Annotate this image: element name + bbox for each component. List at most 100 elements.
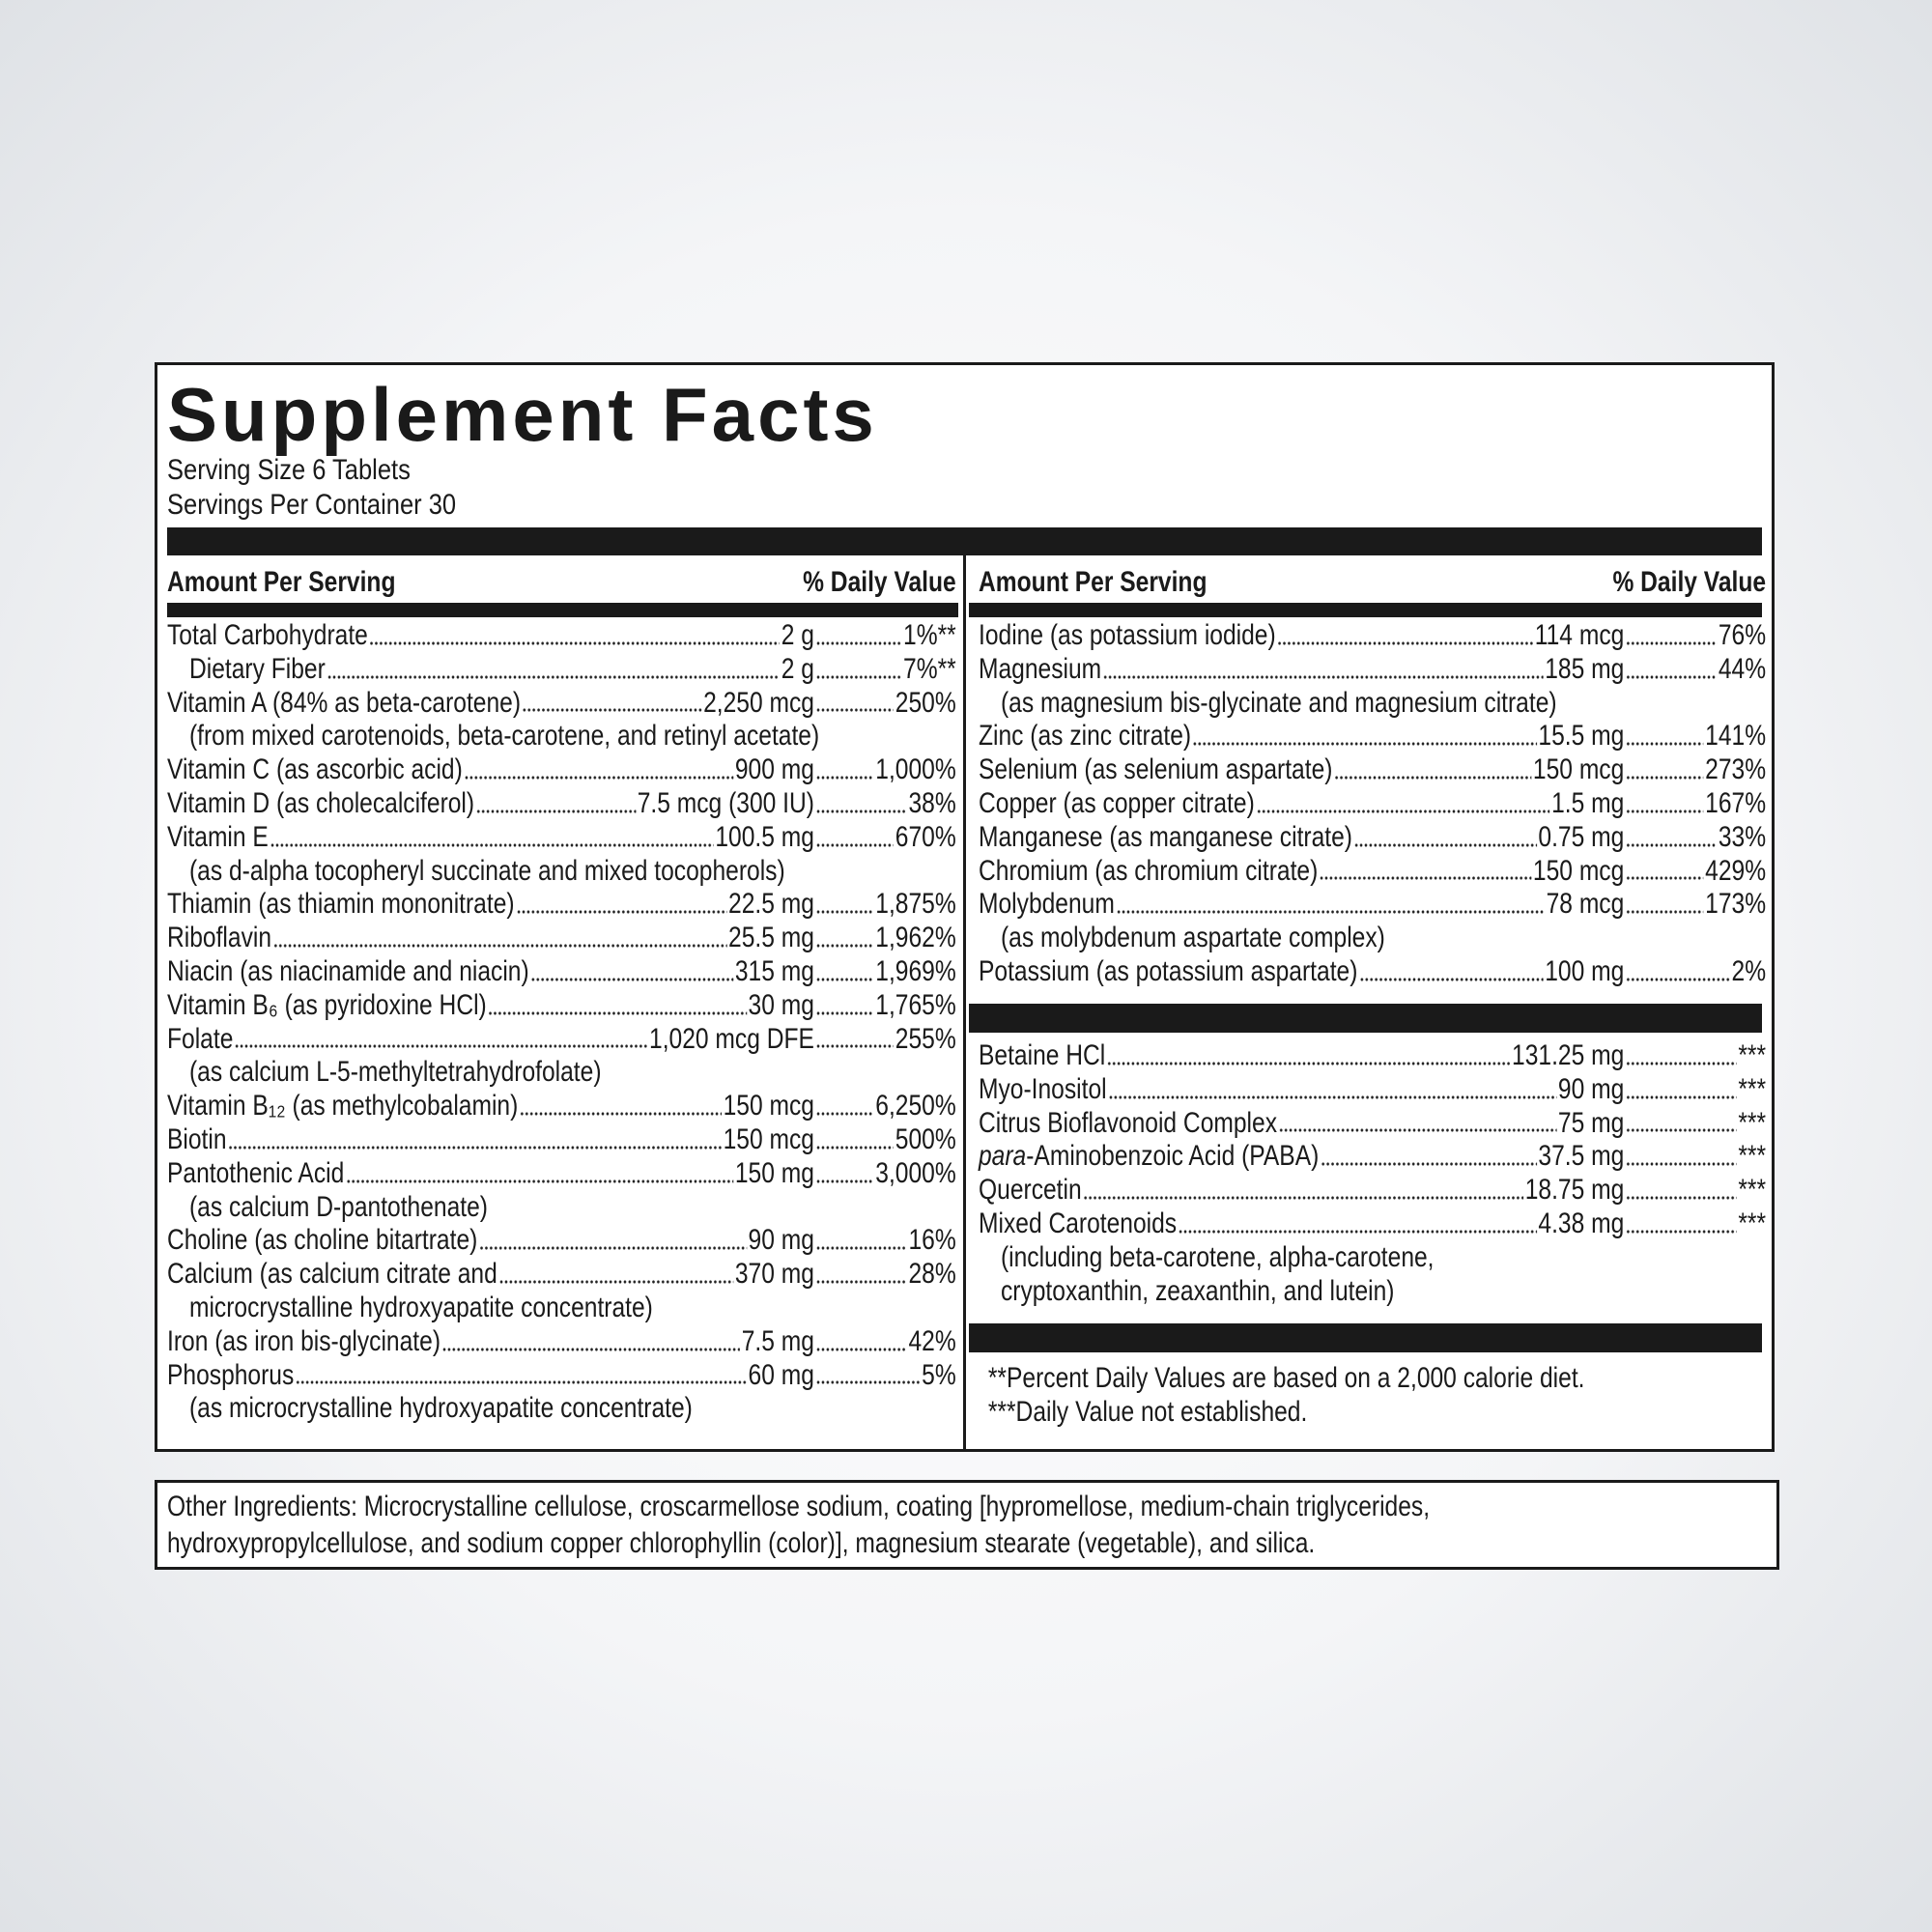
name-text: Molybdenum — [979, 888, 1115, 921]
rows: Total Carbohydrate 2 g 1%** Dietary Fiber 2 … — [167, 619, 956, 1426]
amount: 60 mg — [748, 1358, 814, 1391]
daily-value: 1,875% — [875, 888, 956, 921]
note: cryptoxanthin, zeaxanthin, and lutein) — [1000, 1274, 1395, 1307]
dot-leader — [1108, 1072, 1557, 1107]
dot-leader — [1625, 1174, 1737, 1208]
dot-leader — [441, 1324, 741, 1359]
amount: 78 mcg — [1546, 888, 1625, 921]
nutrient-row: Biotin 150 mcg 500% — [167, 1122, 956, 1157]
amount: 2 g — [781, 619, 814, 651]
nutrient-row: Dietary Fiber 2 g 7%** — [167, 652, 956, 687]
amount: 2 g — [781, 652, 814, 685]
daily-value-cell: 273% — [1624, 753, 1766, 787]
name-italic: para — [979, 1140, 1027, 1173]
amount: 4.38 mg — [1538, 1207, 1625, 1239]
amount: 90 mg — [748, 1224, 814, 1257]
daily-value: 167% — [1705, 786, 1767, 819]
daily-value-cell: 6,250% — [814, 1090, 956, 1123]
nutrient-name: Iodine (as potassium iodide) — [979, 619, 1276, 653]
nutrient-name: Pantothenic Acid — [167, 1157, 344, 1191]
nutrient-name: Copper (as copper citrate) — [979, 787, 1255, 821]
name-text: Quercetin — [979, 1174, 1082, 1207]
footnote: **Percent Daily Values are based on a 2,… — [987, 1362, 1585, 1394]
nutrient-row: Total Carbohydrate 2 g 1%** — [167, 619, 956, 653]
name-text: Copper (as copper citrate) — [979, 786, 1255, 819]
daily-value-cell: 429% — [1624, 854, 1766, 889]
right-column: Amount Per Serving % Daily Value Iodine (… — [979, 558, 1766, 1428]
dot-leader — [815, 652, 902, 687]
supplement-facts-panel: Supplement Facts Serving Size 6 Tablets … — [155, 362, 1775, 1452]
dot-leader — [498, 1258, 734, 1292]
dot-leader — [815, 686, 895, 721]
daily-value: 273% — [1705, 753, 1767, 786]
daily-value-cell: *** — [1624, 1072, 1766, 1107]
nutrient-name: para-Aminobenzoic Acid (PABA) — [979, 1140, 1319, 1174]
nutrient-row: Copper (as copper citrate) 1.5 mg 167% — [979, 786, 1767, 821]
nutrient-name: Phosphorus — [167, 1359, 294, 1393]
name-text: Thiamin (as thiamin mononitrate) — [167, 888, 515, 921]
name-text: Iodine (as potassium iodide) — [979, 619, 1276, 651]
dot-leader — [270, 820, 714, 855]
dot-leader — [488, 988, 747, 1023]
nutrient-name: Citrus Bioflavonoid Complex — [979, 1107, 1277, 1141]
name-text: Vitamin B₆ (as pyridoxine HCl) — [167, 988, 487, 1021]
nutrient-row: Choline (as choline bitartrate) 90 mg 16% — [167, 1224, 956, 1259]
amount: 131.25 mg — [1512, 1039, 1625, 1071]
daily-value: 38% — [908, 786, 956, 819]
daily-value: 5% — [922, 1358, 956, 1391]
dot-leader — [1256, 786, 1550, 821]
amount: 150 mcg — [723, 1122, 814, 1155]
footnotes: **Percent Daily Values are based on a 2,… — [988, 1362, 1766, 1430]
dot-leader — [327, 652, 781, 687]
column-divider — [963, 555, 966, 1449]
dot-leader — [1625, 1207, 1737, 1241]
nutrient-row: Vitamin A (84% as beta-carotene) 2,250 mc… — [167, 686, 956, 721]
nutrient-row: Zinc (as zinc citrate) 15.5 mg 141% — [979, 720, 1767, 754]
daily-value-cell: 44% — [1624, 652, 1766, 687]
daily-value: 255% — [895, 1022, 956, 1055]
name-text: Dietary Fiber — [188, 652, 326, 685]
daily-value: 141% — [1705, 720, 1767, 753]
name-text: Vitamin A (84% as beta-carotene) — [167, 686, 522, 719]
dot-leader — [1320, 1140, 1537, 1175]
dot-leader — [519, 1090, 722, 1123]
amount: 25.5 mg — [728, 922, 814, 954]
dot-leader — [516, 888, 727, 923]
note: (as molybdenum aspartate complex) — [1000, 922, 1385, 954]
dot-leader — [1334, 753, 1532, 787]
section-bar — [969, 1004, 1762, 1033]
dot-leader — [522, 686, 702, 721]
daily-value-cell: *** — [1624, 1207, 1767, 1241]
dot-leader — [815, 1224, 907, 1259]
nutrient-name: Potassium (as potassium aspartate) — [979, 955, 1357, 989]
nutrient-row: Vitamin D (as cholecalciferol) 7.5 mcg (3… — [167, 786, 956, 821]
amount: 100.5 mg — [715, 820, 814, 853]
dot-leader — [815, 954, 874, 989]
daily-value-cell: 38% — [814, 786, 956, 821]
name-text: Niacin (as niacinamide and niacin) — [167, 954, 529, 987]
nutrient-name: Quercetin — [979, 1174, 1082, 1208]
amount: 15.5 mg — [1538, 720, 1625, 753]
daily-value: *** — [1738, 1207, 1767, 1239]
dot-leader — [1625, 1039, 1737, 1073]
note: microcrystalline hydroxyapatite concentr… — [188, 1291, 653, 1323]
amount: 37.5 mg — [1538, 1140, 1625, 1173]
daily-value-cell: 16% — [814, 1224, 956, 1259]
nutrient-name: Dietary Fiber — [189, 653, 326, 687]
nutrient-row: para-Aminobenzoic Acid (PABA) 37.5 mg *** — [979, 1140, 1766, 1175]
daily-value-cell: *** — [1624, 1106, 1766, 1141]
nutrient-name: Folate — [167, 1023, 233, 1057]
dot-leader — [815, 753, 874, 787]
amount: 315 mg — [734, 954, 814, 987]
nutrient-row: Riboflavin 25.5 mg 1,962% — [167, 922, 956, 955]
nutrient-name: Vitamin A (84% as beta-carotene) — [167, 687, 521, 721]
daily-value: 3,000% — [875, 1156, 956, 1189]
name-text: Magnesium — [979, 652, 1102, 685]
daily-value: 42% — [908, 1324, 956, 1357]
header-bar — [167, 527, 1762, 555]
dot-leader — [1625, 820, 1718, 855]
daily-value: 1%** — [903, 619, 956, 651]
daily-value: 670% — [895, 820, 956, 853]
nutrient-name: Molybdenum — [979, 888, 1115, 922]
rule-bar — [969, 603, 1762, 617]
